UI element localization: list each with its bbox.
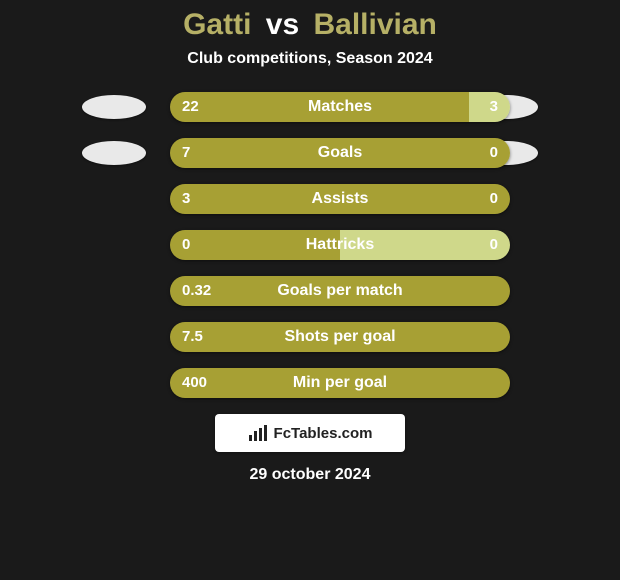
subtitle: Club competitions, Season 2024 — [0, 50, 620, 68]
player1-badge — [82, 95, 146, 119]
chart-icon — [248, 425, 268, 441]
stat-label: Goals — [170, 138, 510, 168]
comparison-chart: 223Matches 70Goals 30Assists 00Hattricks 0.3… — [0, 92, 620, 398]
attribution-text: FcTables.com — [274, 425, 373, 442]
stat-label: Hattricks — [170, 230, 510, 260]
stat-label: Matches — [170, 92, 510, 122]
stat-label: Shots per goal — [170, 322, 510, 352]
stat-row: 7.5Shots per goal — [70, 322, 550, 352]
stat-label: Assists — [170, 184, 510, 214]
attribution-badge: FcTables.com — [215, 414, 405, 452]
stat-row: 223Matches — [70, 92, 550, 122]
stat-row: 00Hattricks — [70, 230, 550, 260]
stat-row: 0.32Goals per match — [70, 276, 550, 306]
player1-badge — [82, 141, 146, 165]
stat-row: 70Goals — [70, 138, 550, 168]
stat-row: 30Assists — [70, 184, 550, 214]
stat-label: Min per goal — [170, 368, 510, 398]
vs-text: vs — [266, 8, 299, 41]
stat-row: 400Min per goal — [70, 368, 550, 398]
page-title: Gatti vs Ballivian — [0, 0, 620, 42]
date-text: 29 october 2024 — [0, 466, 620, 484]
player2-name: Ballivian — [314, 8, 437, 41]
stat-label: Goals per match — [170, 276, 510, 306]
player1-name: Gatti — [183, 8, 251, 41]
